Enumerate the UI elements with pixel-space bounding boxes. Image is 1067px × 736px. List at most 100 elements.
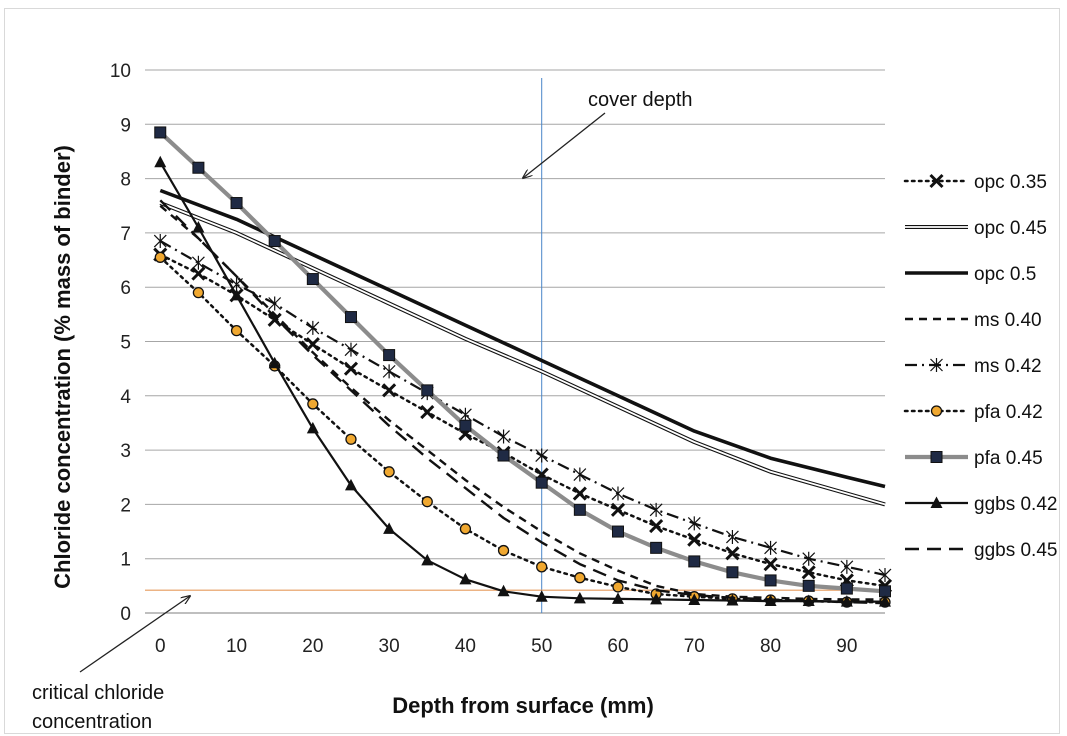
data-point-pfa-0-45-14: [688, 555, 701, 568]
y-tick-label-6: 6: [120, 278, 131, 299]
data-point-ggbs-0-42-4: [306, 421, 319, 434]
data-point-ggbs-0-42-6: [383, 522, 396, 534]
data-point-pfa-0-42-0: [154, 251, 166, 263]
chart-frame: [4, 8, 1060, 734]
series-line-ggbs-0-45: [159, 199, 886, 605]
y-tick-label-5: 5: [120, 333, 131, 354]
data-point-ms-0-42-3: [268, 296, 282, 311]
series-ggbs-0-45: [159, 199, 886, 605]
data-point-pfa-0-45-10: [535, 476, 548, 489]
critical-chloride-label-line2: concentration: [32, 711, 152, 733]
x-tick-label-60: 60: [607, 636, 628, 657]
data-point-ms-0-42-16: [764, 540, 777, 555]
data-point-opc-0-35-14: [687, 532, 702, 547]
data-point-ggbs-0-42-15: [726, 594, 739, 606]
data-point-ggbs-0-42-14: [688, 593, 701, 605]
data-point-ms-0-42-19: [878, 567, 892, 582]
data-point-pfa-0-45-6: [383, 349, 396, 362]
series-line-opc-0-5: [159, 188, 886, 489]
data-point-pfa-0-42-6: [383, 466, 395, 478]
data-point-pfa-0-45-0: [154, 126, 167, 139]
data-point-opc-0-35-16: [763, 557, 778, 572]
data-point-ms-0-42-0: [153, 234, 167, 249]
legend-item-ms-0-40: ms 0.40: [905, 310, 1042, 331]
legend-marker-pfa-0-42: [930, 405, 943, 417]
data-point-pfa-0-45-16: [764, 574, 777, 587]
data-point-ggbs-0-42-3: [268, 356, 281, 369]
series-line-ggbs-0-42: [159, 161, 885, 603]
series-opc-0-35: [153, 247, 893, 593]
data-point-opc-0-35-1: [191, 266, 206, 281]
critical-chloride-label-line1: critical chloride: [32, 682, 164, 704]
x-tick-label-80: 80: [760, 636, 781, 657]
legend-item-opc-0-45: opc 0.45: [905, 218, 1047, 239]
tick-labels: 0 1 2 3 4 5 6 7 8 9 10 0 10 20 30 40 50 60 70 80 90: [110, 61, 858, 657]
cover-depth-label: cover depth: [588, 89, 693, 111]
data-point-pfa-0-45-8: [459, 419, 472, 432]
data-point-ms-0-42-15: [725, 529, 739, 544]
data-point-ms-0-42-10: [535, 448, 549, 463]
data-point-ggbs-0-42-11: [573, 591, 586, 604]
data-point-ms-0-42-8: [458, 407, 472, 422]
data-point-pfa-0-45-11: [573, 503, 586, 516]
series-line-pfa-0-45: [158, 130, 886, 594]
legend-item-ggbs-0-42: ggbs 0.42: [905, 494, 1057, 515]
data-point-ms-0-42-5: [344, 342, 358, 357]
legend: opc 0.35 opc 0.45 opc 0.5 ms 0.40 ms 0.42 pfa…: [903, 172, 1057, 561]
data-point-pfa-0-45-17: [802, 579, 815, 592]
legend-item-pfa-0-45: pfa 0.45: [905, 448, 1043, 469]
legend-item-ggbs-0-45: ggbs 0.45: [905, 540, 1057, 561]
x-axis-title: Depth from surface (mm): [392, 693, 654, 718]
data-point-ggbs-0-42-5: [344, 478, 357, 491]
series-ms-0-40: [159, 204, 885, 601]
legend-marker-ms-0-42: [930, 358, 943, 372]
y-tick-label-2: 2: [120, 495, 131, 516]
legend-item-pfa-0-42: pfa 0.42: [903, 402, 1043, 423]
data-point-ms-0-42-6: [382, 364, 396, 379]
data-point-ms-0-42-9: [497, 429, 510, 444]
data-point-pfa-0-42-8: [459, 523, 472, 535]
data-point-pfa-0-42-9: [497, 544, 510, 557]
data-point-ggbs-0-42-2: [230, 288, 243, 301]
legend-marker-ggbs-0-42: [930, 496, 943, 508]
y-tick-label-10: 10: [110, 61, 131, 82]
x-tick-label-70: 70: [684, 636, 705, 657]
legend-label-ggbs-0-45: ggbs 0.45: [974, 540, 1057, 561]
data-point-opc-0-35-4: [305, 337, 320, 352]
series-opc-0-5: [159, 188, 886, 489]
data-point-pfa-0-42-2: [230, 324, 243, 337]
data-point-ms-0-42-12: [611, 486, 625, 501]
legend-label-ggbs-0-42: ggbs 0.42: [974, 494, 1057, 515]
data-point-ms-0-42-1: [191, 255, 205, 270]
data-point-ms-0-42-11: [573, 467, 587, 482]
legend-item-opc-0-35: opc 0.35: [903, 172, 1047, 193]
data-point-pfa-0-45-13: [650, 541, 663, 554]
data-point-opc-0-35-17: [801, 565, 816, 580]
data-point-opc-0-35-13: [649, 519, 664, 534]
series-pfa-0-45: [154, 126, 891, 598]
critical-chloride-arrow: [79, 596, 190, 673]
x-tick-label-90: 90: [836, 636, 857, 657]
x-tick-label-30: 30: [379, 636, 400, 657]
series-ms-0-42: [153, 234, 892, 582]
x-tick-label-0: 0: [155, 636, 166, 657]
data-point-pfa-0-45-5: [344, 311, 357, 324]
legend-marker-pfa-0-45: [930, 451, 943, 463]
y-tick-label-7: 7: [120, 224, 131, 245]
y-tick-label-0: 0: [120, 604, 131, 625]
data-point-pfa-0-45-1: [192, 161, 205, 174]
data-point-pfa-0-45-18: [840, 582, 853, 595]
data-point-ggbs-0-42-10: [535, 590, 548, 602]
series-line-ms-0-42: [159, 240, 886, 577]
data-point-ggbs-0-42-13: [650, 592, 663, 605]
series-line-ms-0-40: [159, 204, 885, 601]
data-point-pfa-0-45-7: [421, 384, 434, 397]
legend-label-opc-0-35: opc 0.35: [974, 172, 1047, 193]
data-point-pfa-0-45-3: [268, 235, 281, 248]
y-tick-label-3: 3: [120, 441, 131, 462]
legend-label-opc-0-5: opc 0.5: [974, 264, 1036, 285]
legend-label-pfa-0-42: pfa 0.42: [974, 402, 1043, 423]
legend-marker-opc-0-35: [929, 173, 944, 189]
data-point-ggbs-0-42-7: [421, 553, 434, 566]
data-point-ggbs-0-42-17: [802, 594, 815, 607]
